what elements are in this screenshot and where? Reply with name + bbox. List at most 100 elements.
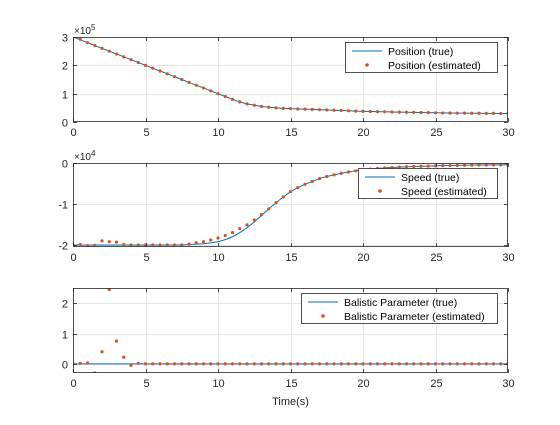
x-tick-label: 20 (357, 127, 369, 139)
axis-exponent-label: ×105 (74, 23, 96, 37)
data-point (194, 83, 198, 87)
legend-label: Position (true) (388, 46, 453, 58)
data-point (426, 111, 430, 115)
tick-marks (73, 163, 509, 247)
data-point (462, 163, 467, 167)
data-point (281, 362, 285, 366)
x-tick-label: 5 (143, 127, 149, 139)
data-point (151, 243, 155, 247)
data-point (114, 52, 119, 56)
data-point (274, 106, 278, 110)
data-point (223, 233, 227, 238)
data-point (129, 363, 133, 368)
data-point (477, 163, 481, 167)
data-point (354, 362, 358, 366)
data-point (158, 362, 162, 366)
axes-box (73, 37, 508, 122)
data-layer (73, 37, 508, 116)
data-point (462, 362, 467, 366)
data-point (477, 111, 481, 115)
data-point (180, 243, 184, 247)
data-point (288, 362, 293, 366)
legend-label: Balistic Parameter (true) (344, 297, 457, 309)
data-point (354, 169, 358, 173)
x-tick-label: 30 (502, 127, 514, 139)
data-point (201, 86, 206, 90)
data-point (368, 109, 372, 114)
data-point (78, 242, 82, 247)
data-point (245, 223, 249, 227)
x-tick-label: 0 (70, 252, 76, 264)
x-tick-label: 30 (502, 252, 514, 264)
data-point (462, 111, 467, 115)
data-point (209, 238, 213, 242)
data-point (448, 163, 452, 168)
data-point (404, 362, 409, 366)
data-point (317, 108, 322, 112)
data-point (390, 362, 394, 366)
data-point (78, 361, 82, 365)
legend-label: Balistic Parameter (estimated) (344, 311, 485, 323)
data-point (230, 231, 235, 235)
data-point (78, 37, 82, 41)
data-point (158, 243, 162, 247)
grid-lines (73, 163, 508, 247)
data-point (151, 362, 155, 366)
data-point (448, 111, 452, 115)
data-point (404, 110, 409, 114)
legend-entry: Position (true) (352, 46, 453, 58)
axis-exponent-label: ×104 (74, 149, 96, 163)
data-point (187, 80, 191, 84)
data-point (470, 111, 474, 115)
data-point (397, 165, 401, 169)
x-tick-label: 30 (502, 378, 514, 390)
data-point (412, 362, 416, 366)
x-tick-label: 10 (212, 378, 224, 390)
data-point (172, 243, 177, 247)
data-point (172, 362, 177, 366)
data-point (172, 75, 177, 79)
data-point (303, 182, 307, 186)
data-point (491, 163, 496, 167)
data-point (165, 72, 169, 76)
data-point (346, 362, 351, 366)
legend-box (301, 293, 498, 324)
data-point (397, 110, 401, 114)
data-point (499, 111, 503, 116)
data-point (129, 243, 133, 247)
data-point (375, 110, 380, 114)
data-point (165, 362, 169, 366)
data-point (361, 109, 365, 113)
legend-box (358, 168, 498, 199)
data-point (426, 164, 430, 168)
y-tick-label: 1 (62, 90, 68, 102)
x-tick-label: 25 (430, 127, 442, 139)
chart-panel-3: 0 5 10 15 20 25 30 0 1 2 Time(s) Balistic Parameter… (62, 288, 515, 408)
legend-marker-swatch (321, 314, 325, 318)
data-point (310, 179, 314, 184)
data-point (499, 163, 503, 167)
data-point (107, 49, 111, 53)
data-point (441, 362, 445, 366)
legend-marker-swatch (378, 189, 382, 193)
y-tick-label: 3 (62, 33, 68, 45)
data-point (499, 362, 503, 366)
legend-entry: Balistic Parameter (true) (308, 297, 457, 309)
legend-entry: Balistic Parameter (estimated) (321, 311, 485, 323)
data-point (274, 362, 278, 366)
data-point (397, 362, 401, 366)
data-point (252, 218, 256, 222)
data-point (230, 362, 235, 366)
legend: Balistic Parameter (true) Balistic Parame… (301, 293, 498, 324)
data-point (85, 41, 90, 45)
data-point (404, 165, 409, 169)
data-point (107, 240, 111, 244)
x-tick-label: 20 (357, 252, 369, 264)
data-point (129, 58, 133, 62)
data-point (136, 60, 140, 65)
data-point (85, 361, 90, 365)
data-point (281, 106, 285, 110)
data-point (455, 362, 459, 366)
data-point (288, 190, 293, 194)
data-point (143, 362, 148, 366)
